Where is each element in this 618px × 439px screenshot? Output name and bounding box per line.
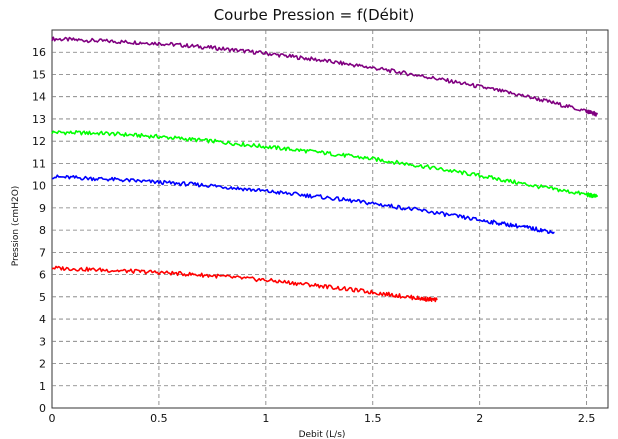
y-tick-label: 11 — [32, 157, 46, 170]
y-tick-label: 5 — [39, 291, 46, 304]
y-tick-label: 1 — [39, 380, 46, 393]
y-tick-label: 0 — [39, 402, 46, 415]
y-tick-label: 10 — [32, 180, 46, 193]
y-tick-label: 4 — [39, 313, 46, 326]
y-tick-label: 7 — [39, 246, 46, 259]
y-tick-label: 6 — [39, 269, 46, 282]
y-tick-label: 3 — [39, 335, 46, 348]
y-tick-label: 16 — [32, 46, 46, 59]
chart-title: Courbe Pression = f(Débit) — [214, 6, 415, 24]
series-line-3 — [51, 174, 555, 235]
y-tick-label: 2 — [39, 358, 46, 371]
y-tick-label: 14 — [32, 91, 46, 104]
x-axis-label: Debit (L/s) — [299, 430, 346, 439]
series-line-4 — [51, 265, 438, 303]
y-tick-label: 13 — [32, 113, 46, 126]
y-axis-label: Pression (cmH2O) — [11, 186, 21, 267]
x-tick-label: 1 — [262, 412, 269, 425]
series-line-1 — [51, 36, 599, 117]
series-layer — [51, 36, 599, 303]
x-tick-label: 0 — [49, 412, 56, 425]
x-tick-label: 2 — [476, 412, 483, 425]
x-tick-label: 2.5 — [578, 412, 596, 425]
grid-lines — [52, 30, 608, 408]
x-tick-label: 0.5 — [150, 412, 168, 425]
y-tick-label: 12 — [32, 135, 46, 148]
y-tick-label: 9 — [39, 202, 46, 215]
plot-area — [51, 29, 609, 409]
y-tick-label: 15 — [32, 68, 46, 81]
series-line-2 — [51, 130, 599, 199]
x-tick-label: 1.5 — [364, 412, 382, 425]
y-tick-label: 8 — [39, 224, 46, 237]
